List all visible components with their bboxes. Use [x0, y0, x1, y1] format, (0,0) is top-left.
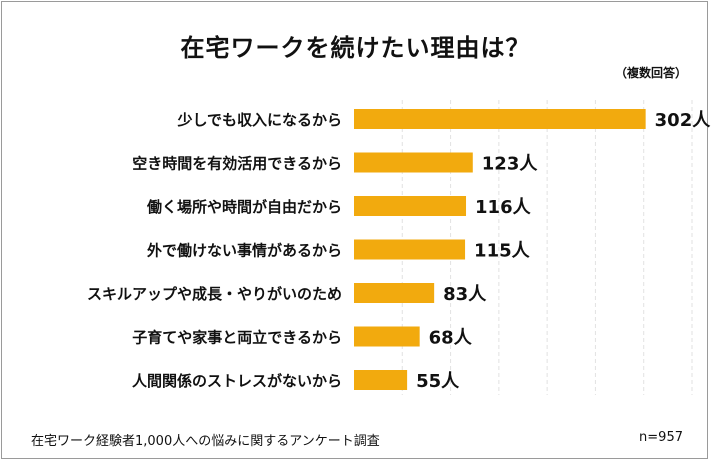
- value-label: 68人: [429, 328, 473, 349]
- value-label: 116人: [475, 197, 532, 218]
- survey-source: 在宅ワーク経験者1,000人への悩みに関するアンケート調査: [31, 434, 380, 449]
- bar: [354, 152, 473, 173]
- category-labels: 少しでも収入になるから空き時間を有効活用できるから働く場所や時間が自由だから外で…: [87, 111, 342, 390]
- category-label: 少しでも収入になるから: [176, 111, 342, 129]
- bar: [354, 109, 646, 129]
- bar: [354, 239, 466, 260]
- value-label: 83人: [443, 284, 487, 305]
- value-label: 123人: [482, 154, 539, 175]
- bar: [354, 196, 467, 216]
- category-label: スキルアップや成長・やりがいのため: [87, 285, 342, 303]
- sample-size: n=957: [639, 430, 683, 445]
- value-labels: 302人 123人 116人 115人 83人 68人 55人: [416, 110, 711, 392]
- category-label: 人間関係のストレスがないから: [132, 372, 342, 390]
- category-label: 空き時間を有効活用できるから: [132, 155, 342, 173]
- category-label: 外で働けない事情があるから: [146, 242, 342, 260]
- bar: [354, 326, 420, 347]
- category-label: 働く場所や時間が自由だから: [146, 198, 342, 216]
- value-label: 302人: [655, 110, 711, 131]
- value-label: 55人: [416, 371, 460, 392]
- value-label: 115人: [474, 241, 531, 262]
- multiple-answer-note: （複数回答）: [614, 66, 687, 80]
- bar: [354, 283, 435, 303]
- bar: [354, 370, 408, 390]
- bars: [354, 109, 646, 390]
- chart-title: 在宅ワークを続けたい理由は？: [180, 34, 531, 62]
- category-label: 子育てや家事と両立できるから: [132, 329, 342, 347]
